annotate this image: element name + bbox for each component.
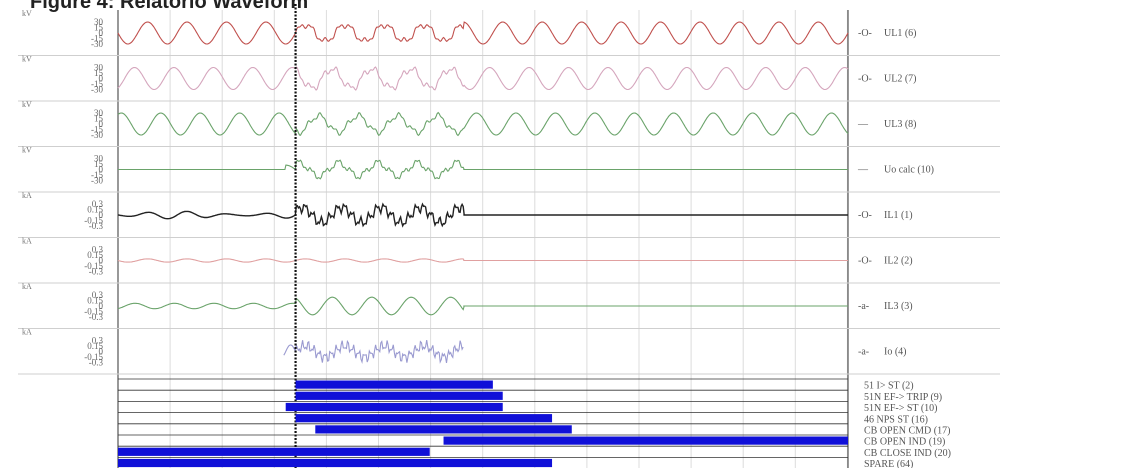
legend-label: IL2 (2) (884, 256, 913, 267)
series-line (117, 111, 849, 137)
y-tick-label: 0.15 (87, 250, 103, 260)
digital-label: CB OPEN CMD (17) (864, 426, 950, 437)
legend-marker: — (857, 119, 869, 130)
y-tick-label: -0.3 (89, 358, 104, 368)
y-tick-label: -0.15 (84, 352, 103, 362)
digital-bar (118, 458, 553, 468)
y-tick-label: -30 (91, 176, 103, 186)
channel-tick-labels: kV30150-15-30kV30150-15-30kV30150-15-30k… (22, 9, 104, 368)
digital-bar (295, 391, 503, 400)
y-tick-label: -0.3 (89, 312, 104, 322)
digital-label: SPARE (64) (864, 459, 913, 468)
y-tick-label: 0.3 (92, 336, 104, 346)
channel-unit-label: kA (22, 282, 32, 291)
legend-marker: -a- (858, 301, 869, 312)
legend-marker: -O- (858, 256, 872, 267)
legend-label: UL2 (7) (884, 74, 917, 85)
y-tick-label: -0.3 (89, 267, 104, 277)
series-line (117, 66, 849, 91)
legend-marker: -a- (858, 347, 869, 358)
digital-bars (118, 380, 848, 468)
y-tick-label: 0 (99, 256, 104, 266)
legend-marker: -O- (858, 210, 872, 221)
y-tick-label: 0 (99, 347, 104, 357)
digital-label: 51 I> ST (2) (864, 381, 914, 392)
y-tick-label: 30 (94, 63, 104, 73)
y-tick-label: 0.3 (92, 245, 104, 255)
y-tick-label: 0 (99, 165, 104, 175)
y-tick-label: -0.15 (84, 261, 103, 271)
y-tick-label: -0.15 (84, 216, 103, 226)
y-tick-label: 30 (94, 108, 104, 118)
series-line (283, 339, 464, 365)
digital-bar (315, 425, 572, 434)
legend-label: UL1 (6) (884, 28, 917, 39)
y-tick-label: -0.3 (89, 221, 104, 231)
legend-label: Io (4) (884, 347, 907, 358)
waveform-series (117, 4, 849, 468)
channel-unit-label: kA (22, 237, 32, 246)
legend-marker: -O- (858, 28, 872, 39)
y-tick-label: 0.15 (87, 341, 103, 351)
channel-legend: -O- UL1 (6) -O- UL2 (7) — UL3 (8) — Uo calc (10… (857, 28, 951, 468)
y-tick-label: 0.15 (87, 205, 103, 215)
y-tick-label: -15 (91, 125, 103, 135)
digital-label: CB CLOSE IND (20) (864, 448, 951, 459)
y-tick-label: -30 (91, 130, 103, 140)
digital-bar (443, 436, 848, 445)
channel-unit-label: kV (22, 100, 32, 109)
channel-unit-label: kA (22, 191, 32, 200)
y-tick-label: -15 (91, 79, 103, 89)
channel-unit-label: kV (22, 55, 32, 64)
y-tick-label: 15 (94, 23, 104, 33)
digital-bar (118, 447, 430, 456)
digital-bar (295, 380, 493, 389)
y-tick-label: -0.15 (84, 307, 103, 317)
y-tick-label: 15 (94, 68, 104, 78)
digital-label: 51N EF-> ST (10) (864, 403, 938, 414)
legend-label: UL3 (8) (884, 119, 917, 130)
channel-unit-label: kV (22, 9, 32, 18)
chart-title: Figure 4: Relatorio Waveform (30, 0, 309, 13)
legend-marker: — (857, 165, 869, 176)
digital-label: CB OPEN IND (19) (864, 437, 945, 448)
series-line (117, 21, 849, 45)
legend-label: Uo calc (10) (884, 165, 934, 176)
digital-bar (285, 402, 503, 412)
y-tick-label: 0 (99, 301, 104, 311)
y-tick-label: -15 (91, 34, 103, 44)
y-tick-label: 0 (99, 28, 104, 38)
digital-label: 51N EF-> TRIP (9) (864, 392, 942, 403)
y-tick-label: 0.3 (92, 290, 104, 300)
y-tick-label: -30 (91, 39, 103, 49)
legend-label: IL1 (1) (884, 210, 913, 221)
chart-grid (18, 10, 1000, 468)
y-tick-label: -30 (91, 85, 103, 95)
y-tick-label: 30 (94, 17, 104, 27)
y-tick-label: -15 (91, 170, 103, 180)
y-tick-label: 0 (99, 74, 104, 84)
legend-label: IL3 (3) (884, 301, 913, 312)
y-tick-label: 0.3 (92, 199, 104, 209)
y-tick-label: 15 (94, 114, 104, 124)
channel-unit-label: kA (22, 328, 32, 337)
digital-label: 46 NPS ST (16) (864, 414, 928, 425)
y-tick-label: 0.15 (87, 296, 103, 306)
legend-marker: -O- (858, 74, 872, 85)
y-tick-label: 0 (99, 210, 104, 220)
y-tick-label: 30 (94, 154, 104, 164)
y-tick-label: 15 (94, 159, 104, 169)
channel-unit-label: kV (22, 146, 32, 155)
y-tick-label: 0 (99, 119, 104, 129)
digital-bar (295, 414, 553, 423)
